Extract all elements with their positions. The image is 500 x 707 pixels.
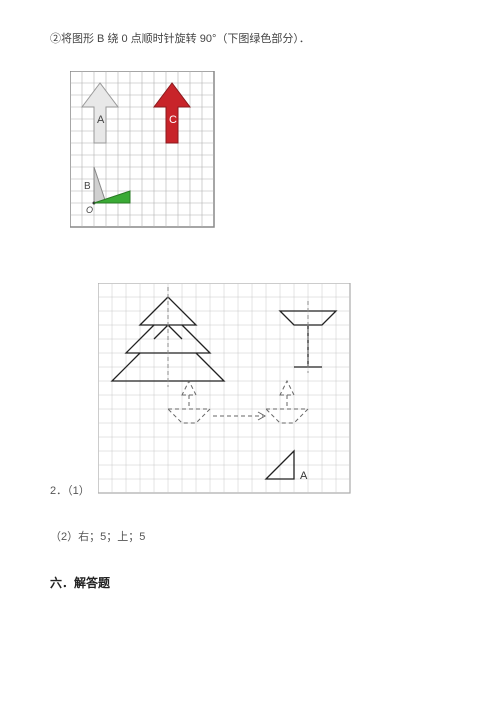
- arrow-c-label: C: [169, 114, 177, 126]
- point-o-label: O: [86, 205, 93, 215]
- figure-1: A C B O: [70, 71, 450, 243]
- answer-2: （2）右；5；上；5: [50, 528, 450, 544]
- section-title: 六．解答题: [50, 574, 450, 591]
- triangle-b-label: B: [84, 181, 91, 192]
- figure-2-prefix: 2．（1）: [50, 482, 90, 498]
- arrow-a-label: A: [97, 114, 105, 126]
- problem-statement: ②将图形 B 绕 0 点顺时针旋转 90°（下图绿色部分）．: [50, 30, 450, 46]
- triangle-a-label: A: [300, 470, 308, 482]
- figure-2: A: [98, 283, 368, 508]
